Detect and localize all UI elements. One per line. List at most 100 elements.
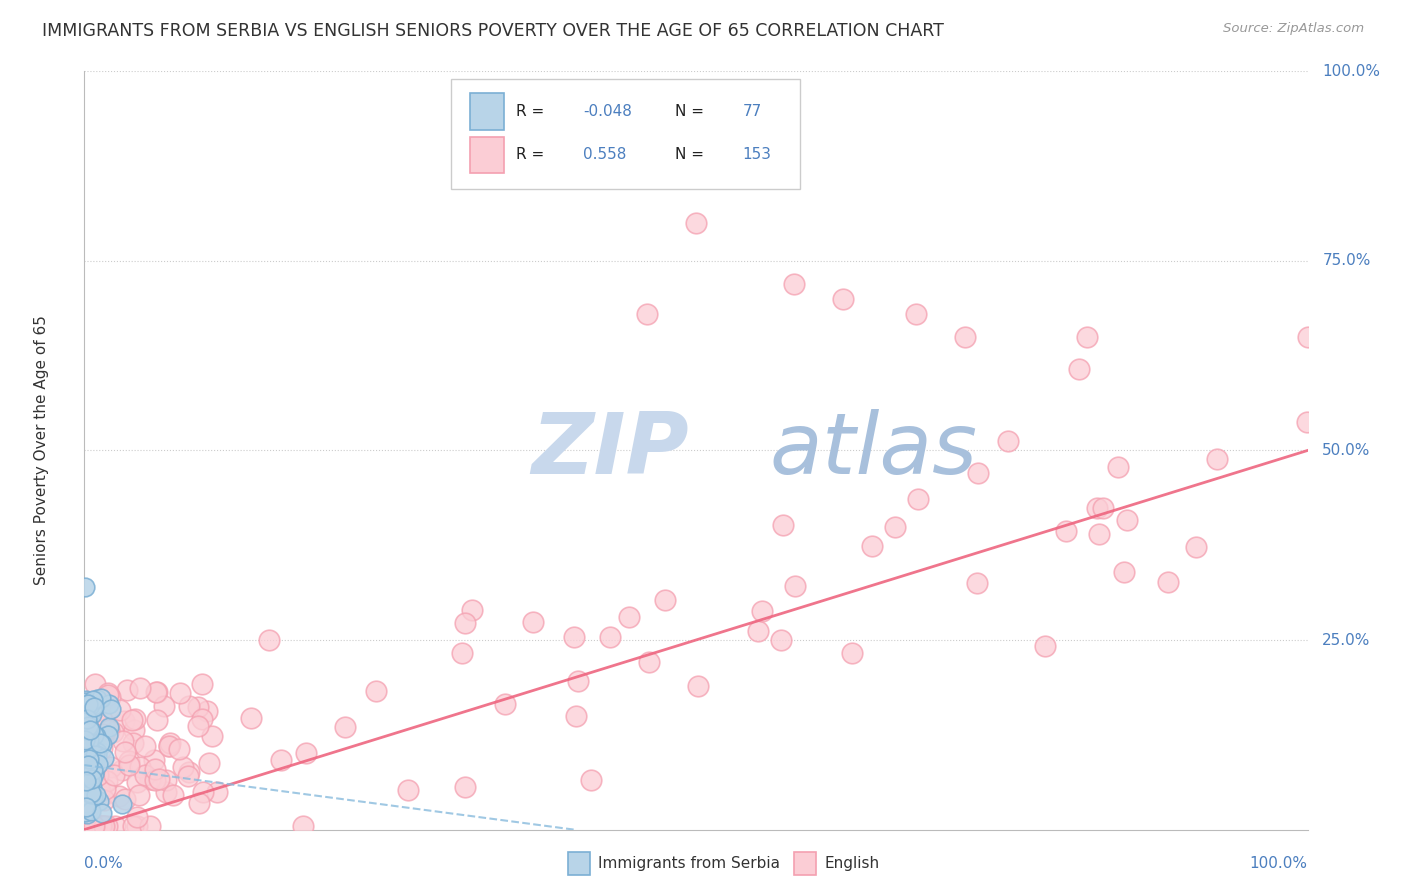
Point: [145, 685, 167, 699]
Point: [564, 708, 586, 723]
Point: [80, 772, 103, 787]
Bar: [568, 853, 589, 875]
Point: [1085, 501, 1108, 516]
Point: [80, 707, 103, 722]
Point: [454, 780, 477, 794]
Point: [82, 795, 104, 809]
Point: [453, 615, 475, 630]
Point: [79, 742, 101, 756]
Point: [205, 785, 228, 799]
Point: [686, 679, 709, 693]
Text: English: English: [824, 856, 880, 871]
Point: [884, 520, 907, 534]
Point: [121, 819, 143, 833]
Point: [1296, 415, 1319, 429]
Point: [82, 704, 104, 718]
Point: [145, 684, 167, 698]
Point: [83, 731, 105, 746]
Point: [83, 760, 105, 774]
Point: [146, 713, 169, 727]
Point: [1112, 565, 1135, 579]
Point: [270, 753, 292, 767]
Text: 0.0%: 0.0%: [84, 856, 124, 871]
Point: [783, 277, 806, 291]
Point: [98, 723, 121, 738]
Point: [451, 647, 474, 661]
Point: [89, 784, 111, 798]
Point: [997, 434, 1019, 448]
Point: [79, 720, 101, 734]
Point: [84, 748, 107, 763]
Point: [1092, 500, 1115, 515]
Point: [966, 466, 988, 480]
Point: [1205, 451, 1227, 466]
Point: [79, 698, 101, 713]
Point: [84, 745, 107, 759]
Text: 0.558: 0.558: [583, 147, 627, 162]
Point: [90, 690, 112, 705]
Point: [187, 700, 209, 714]
Point: [841, 646, 863, 660]
Point: [86, 747, 108, 762]
Text: 50.0%: 50.0%: [1322, 443, 1371, 458]
Point: [93, 819, 115, 833]
Text: R =: R =: [516, 104, 544, 119]
Point: [77, 800, 100, 814]
Point: [80, 804, 103, 818]
Point: [111, 734, 134, 748]
Point: [172, 760, 194, 774]
Point: [125, 810, 148, 824]
Point: [75, 773, 97, 788]
Point: [73, 703, 96, 717]
Point: [860, 539, 883, 553]
Point: [75, 705, 97, 719]
Point: [77, 732, 100, 747]
Point: [75, 757, 97, 772]
Point: [905, 307, 928, 321]
Point: [89, 794, 111, 808]
Point: [82, 819, 104, 833]
Point: [112, 714, 135, 729]
Point: [84, 751, 107, 765]
Point: [76, 783, 98, 797]
Point: [79, 819, 101, 833]
Point: [76, 757, 98, 772]
Text: R =: R =: [516, 147, 544, 162]
Point: [86, 692, 108, 706]
Point: [1067, 362, 1090, 376]
Point: [75, 796, 97, 810]
Point: [79, 788, 101, 802]
Point: [118, 757, 141, 772]
Point: [110, 703, 132, 717]
Point: [637, 655, 659, 669]
Point: [191, 677, 214, 691]
Point: [953, 330, 976, 344]
Point: [73, 721, 96, 735]
Point: [76, 798, 98, 813]
Point: [75, 714, 97, 728]
Point: [190, 712, 212, 726]
Point: [79, 752, 101, 766]
Point: [152, 699, 174, 714]
Point: [1076, 330, 1098, 344]
Point: [121, 713, 143, 727]
Point: [155, 784, 177, 798]
Text: 25.0%: 25.0%: [1322, 632, 1371, 648]
Point: [91, 819, 114, 833]
Point: [114, 745, 136, 759]
Point: [907, 492, 929, 507]
Point: [1088, 527, 1111, 541]
Point: [83, 747, 105, 761]
Point: [134, 739, 156, 753]
Point: [239, 711, 262, 725]
Point: [138, 772, 160, 786]
Point: [1107, 459, 1129, 474]
Point: [187, 796, 209, 810]
Point: [93, 793, 115, 807]
Point: [127, 775, 149, 789]
Point: [84, 819, 107, 833]
Point: [579, 773, 602, 788]
Point: [522, 615, 544, 629]
Point: [82, 763, 104, 777]
Point: [83, 698, 105, 713]
